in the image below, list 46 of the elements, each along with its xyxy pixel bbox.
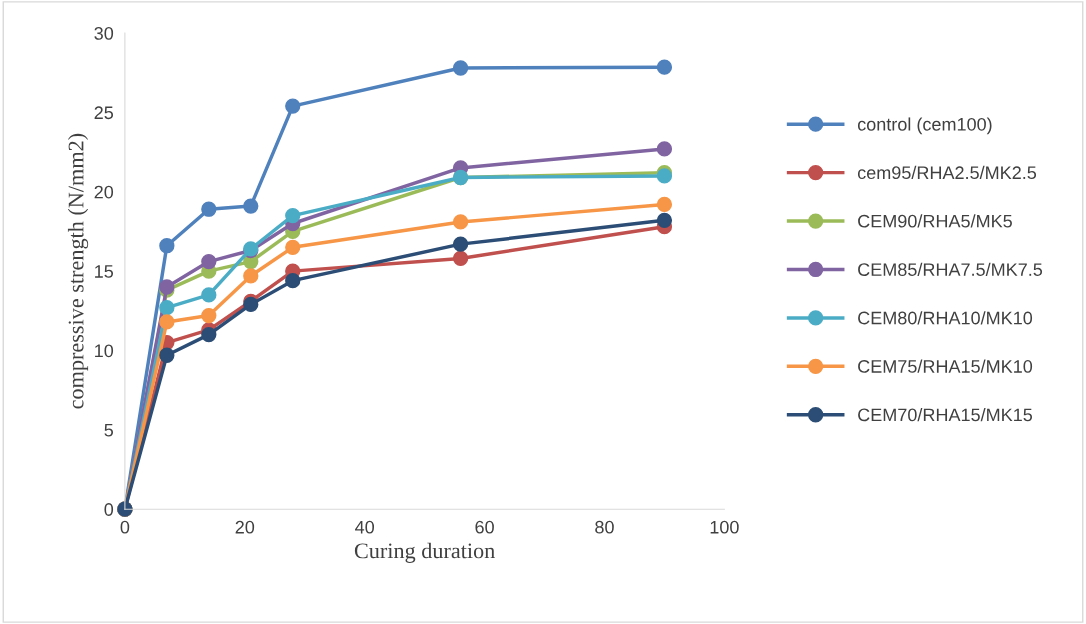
legend-label: CEM75/RHA15/MK10 bbox=[858, 359, 1033, 373]
point bbox=[656, 212, 673, 228]
point bbox=[201, 201, 217, 217]
y-tick-label: 30 bbox=[94, 27, 114, 40]
x-tick-label: 40 bbox=[355, 520, 375, 534]
point bbox=[285, 207, 301, 224]
legend-label: cem95/RHA2.5/MK2.5 bbox=[857, 165, 1037, 180]
point bbox=[452, 236, 469, 252]
y-tick-label: 25 bbox=[94, 106, 114, 120]
point bbox=[656, 59, 673, 75]
legend-label: control (cem100) bbox=[857, 117, 992, 135]
x-tick-label: 60 bbox=[475, 520, 494, 534]
point bbox=[201, 326, 217, 343]
point bbox=[285, 273, 301, 289]
point bbox=[201, 287, 217, 303]
point bbox=[201, 307, 217, 324]
legend-label: CEM70/RHA15/MK15 bbox=[858, 408, 1033, 422]
point bbox=[452, 60, 469, 76]
point bbox=[452, 250, 469, 267]
point bbox=[285, 239, 301, 255]
point bbox=[159, 299, 175, 316]
x-tick-label: 0 bbox=[120, 520, 130, 534]
point bbox=[285, 98, 301, 114]
legend-label: CEM90/RHA5/MK5 bbox=[858, 214, 1012, 228]
point bbox=[452, 214, 469, 230]
y-tick-label: 5 bbox=[104, 423, 114, 437]
point bbox=[243, 296, 259, 313]
y-tick-label: 0 bbox=[104, 503, 114, 516]
point bbox=[656, 141, 673, 157]
y-axis-title: compressive strength (N/mm2) bbox=[67, 133, 89, 409]
point bbox=[159, 238, 175, 254]
y-tick-label: 20 bbox=[94, 185, 114, 199]
y-tick-label: 15 bbox=[95, 265, 114, 278]
point bbox=[159, 347, 175, 363]
point bbox=[201, 253, 217, 270]
x-tick-label: 100 bbox=[710, 520, 739, 534]
point bbox=[243, 268, 259, 284]
legend-label: CEM85/RHA7.5/MK7.5 bbox=[858, 262, 1043, 276]
point bbox=[656, 196, 673, 213]
legend-label: CEM80/RHA10/MK10 bbox=[858, 311, 1033, 325]
x-tick-label: 20 bbox=[235, 520, 255, 534]
x-axis-title: Curing duration bbox=[354, 542, 495, 563]
x-tick-label: 80 bbox=[595, 520, 614, 534]
y-tick-label: 10 bbox=[95, 344, 114, 358]
point bbox=[243, 198, 259, 214]
point bbox=[159, 314, 175, 330]
